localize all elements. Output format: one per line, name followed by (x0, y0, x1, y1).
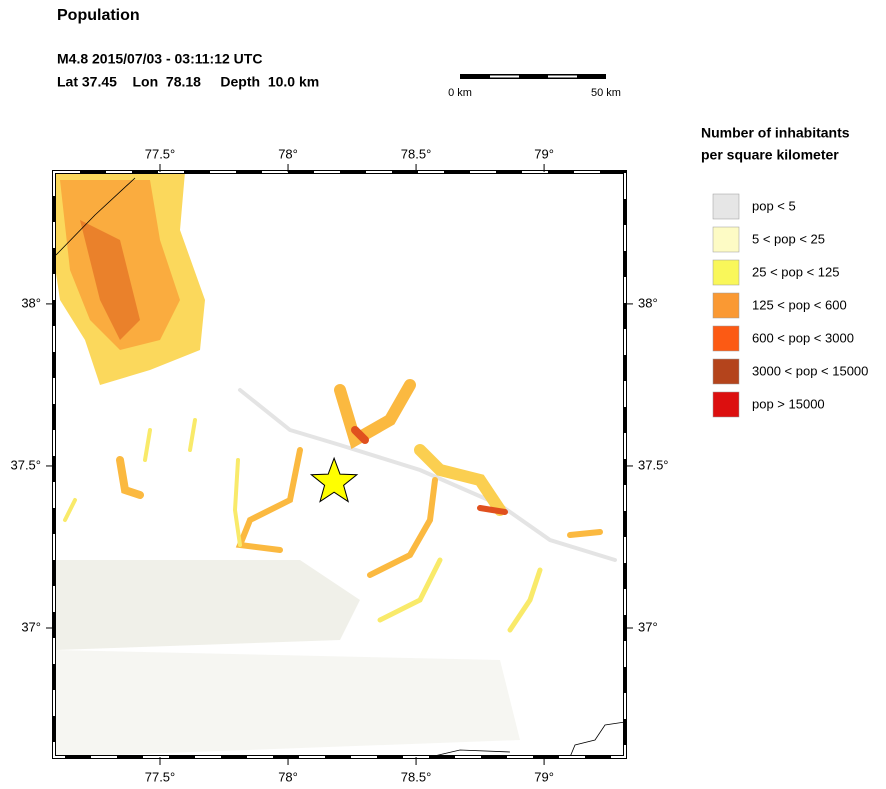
legend-label: 600 < pop < 3000 (752, 330, 854, 345)
legend-swatch (712, 292, 740, 319)
population-raster (54, 172, 626, 758)
legend-swatch (712, 358, 740, 385)
x-tick-label: 79° (534, 146, 554, 161)
x-tick-label: 78.5° (401, 769, 432, 784)
y-tick-label: 38° (638, 295, 658, 310)
legend-label: 25 < pop < 125 (752, 264, 839, 279)
scale-label: 0 km (448, 87, 472, 99)
legend-label: 5 < pop < 25 (752, 231, 825, 246)
y-tick-label: 38° (21, 295, 41, 310)
title: Population (57, 7, 140, 24)
legend-swatch (712, 259, 740, 286)
event-line: M4.8 2015/07/03 - 03:11:12 UTC (57, 51, 262, 67)
x-tick-label: 78° (278, 146, 298, 161)
legend-swatch (712, 193, 740, 220)
map-frame (52, 170, 627, 759)
legend-label: pop < 5 (752, 198, 796, 213)
x-tick-label: 77.5° (145, 146, 176, 161)
legend-swatch (712, 226, 740, 253)
scale-bar: 0 km 50 km (448, 74, 621, 99)
legend-title: per square kilometer (701, 147, 839, 163)
legend-label: pop > 15000 (752, 396, 825, 411)
epicenter-star (309, 456, 359, 503)
legend-swatch (712, 325, 740, 352)
y-tick-label: 37° (21, 619, 41, 634)
x-tick-label: 78.5° (401, 146, 432, 161)
location-line: Lat 37.45 Lon 78.18 Depth 10.0 km (57, 74, 319, 90)
x-tick-label: 79° (534, 769, 554, 784)
y-tick-label: 37.5° (638, 457, 669, 472)
y-tick-label: 37.5° (10, 457, 41, 472)
scale-label: 50 km (591, 87, 621, 99)
y-tick-label: 37° (638, 619, 658, 634)
x-tick-label: 77.5° (145, 769, 176, 784)
legend-label: 125 < pop < 600 (752, 297, 847, 312)
legend-swatch (712, 391, 740, 418)
x-tick-label: 78° (278, 769, 298, 784)
legend-title: Number of inhabitants (701, 125, 850, 141)
legend-label: 3000 < pop < 15000 (752, 363, 868, 378)
